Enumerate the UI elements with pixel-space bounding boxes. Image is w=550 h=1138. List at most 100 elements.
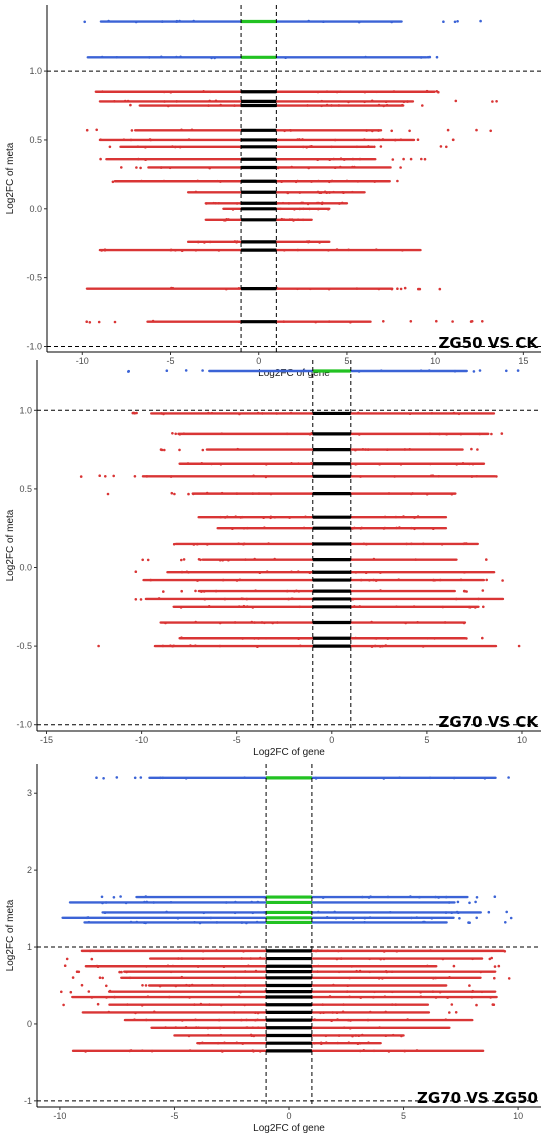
data-point xyxy=(131,411,135,415)
y-axis-title: Log2FC of meta xyxy=(5,509,16,581)
data-point xyxy=(451,138,455,142)
data-point xyxy=(99,157,102,161)
data-point xyxy=(448,1011,451,1014)
data-point xyxy=(96,1002,100,1006)
x-tick-label: 5 xyxy=(344,356,349,366)
x-tick-label: -10 xyxy=(135,735,148,745)
y-tick-label: 1.0 xyxy=(29,66,42,76)
data-point xyxy=(201,448,205,452)
data-point xyxy=(163,448,166,452)
data-point xyxy=(184,369,188,372)
x-tick-label: -10 xyxy=(53,1111,66,1121)
data-point xyxy=(482,605,485,609)
data-point xyxy=(180,558,183,562)
data-point xyxy=(60,990,63,994)
data-point xyxy=(85,128,89,132)
data-point xyxy=(491,100,494,103)
data-point xyxy=(479,19,482,23)
x-tick-label: 5 xyxy=(401,1111,406,1121)
data-point xyxy=(507,977,511,980)
data-point xyxy=(187,492,190,496)
x-tick-label: 5 xyxy=(424,735,429,745)
data-point xyxy=(453,20,457,24)
data-point xyxy=(115,776,119,779)
x-tick-label: 15 xyxy=(518,356,528,366)
data-point xyxy=(88,321,92,324)
data-point xyxy=(119,895,122,898)
data-point xyxy=(446,128,450,132)
data-point xyxy=(134,570,138,573)
y-tick-label: -1 xyxy=(24,1096,32,1106)
y-tick-label: 1.0 xyxy=(19,405,32,415)
data-point xyxy=(458,917,461,920)
x-axis-title: Log2FC of gene xyxy=(258,368,330,379)
panel-zg50-vs-ck: -10 -5 0 5 10 15 -1.0 -0.5 0.0 0.5 1.0 Log2FC of ge… xyxy=(5,5,541,379)
data-point xyxy=(390,129,394,133)
data-point xyxy=(475,1003,478,1007)
data-point xyxy=(129,103,132,107)
data-point xyxy=(481,589,485,592)
data-point xyxy=(379,145,383,148)
data-point xyxy=(456,20,459,23)
data-point xyxy=(403,286,407,290)
data-point xyxy=(62,1003,65,1007)
data-point xyxy=(77,970,81,974)
x-tick-label: -5 xyxy=(233,735,241,745)
data-point xyxy=(454,99,458,103)
data-point xyxy=(509,916,513,920)
data-point xyxy=(171,432,174,435)
panel-title: ZG70 VS CK xyxy=(438,713,539,731)
x-tick-label: -5 xyxy=(170,1111,178,1121)
y-tick-label: 0.0 xyxy=(19,563,32,573)
data-point xyxy=(445,145,448,149)
data-point xyxy=(490,432,493,436)
data-point xyxy=(452,964,456,968)
data-point xyxy=(467,921,470,924)
data-point xyxy=(489,129,493,133)
data-point xyxy=(69,990,73,994)
data-point xyxy=(472,370,476,373)
data-point xyxy=(63,964,67,967)
data-point xyxy=(437,90,440,94)
data-point xyxy=(493,976,496,980)
data-point xyxy=(97,320,101,324)
data-point xyxy=(111,180,115,184)
data-point xyxy=(173,492,176,496)
data-point xyxy=(409,157,413,161)
data-point xyxy=(135,166,138,169)
data-point xyxy=(435,55,439,59)
data-point xyxy=(408,129,411,133)
data-point xyxy=(420,157,423,161)
data-point xyxy=(98,474,101,478)
y-tick-label: -1.0 xyxy=(16,720,32,730)
y-axis-title: Log2FC of meta xyxy=(5,899,16,971)
y-axis-title: Log2FC of meta xyxy=(5,142,16,214)
data-point xyxy=(492,1003,496,1006)
data-point xyxy=(95,776,98,779)
points-layer xyxy=(60,776,513,1053)
data-point xyxy=(517,644,521,648)
data-point xyxy=(435,319,438,323)
panel-title: ZG50 VS CK xyxy=(438,334,539,352)
data-point xyxy=(194,589,197,593)
data-point xyxy=(495,100,498,103)
data-point xyxy=(105,984,108,988)
data-point xyxy=(396,287,399,291)
data-point xyxy=(456,900,460,904)
data-point xyxy=(120,166,123,169)
data-point xyxy=(174,432,177,436)
data-point xyxy=(451,320,454,323)
data-point xyxy=(475,896,479,899)
panel-title: ZG70 VS ZG50 xyxy=(417,1089,538,1107)
data-point xyxy=(421,104,424,107)
x-tick-label: -15 xyxy=(40,735,53,745)
data-point xyxy=(130,129,134,132)
data-point xyxy=(180,589,183,593)
data-point xyxy=(468,984,471,987)
data-point xyxy=(102,777,105,780)
y-tick-label: -1.0 xyxy=(26,341,42,351)
data-point xyxy=(199,558,202,562)
data-point xyxy=(141,558,144,562)
data-point xyxy=(144,984,148,987)
data-point xyxy=(146,558,150,562)
